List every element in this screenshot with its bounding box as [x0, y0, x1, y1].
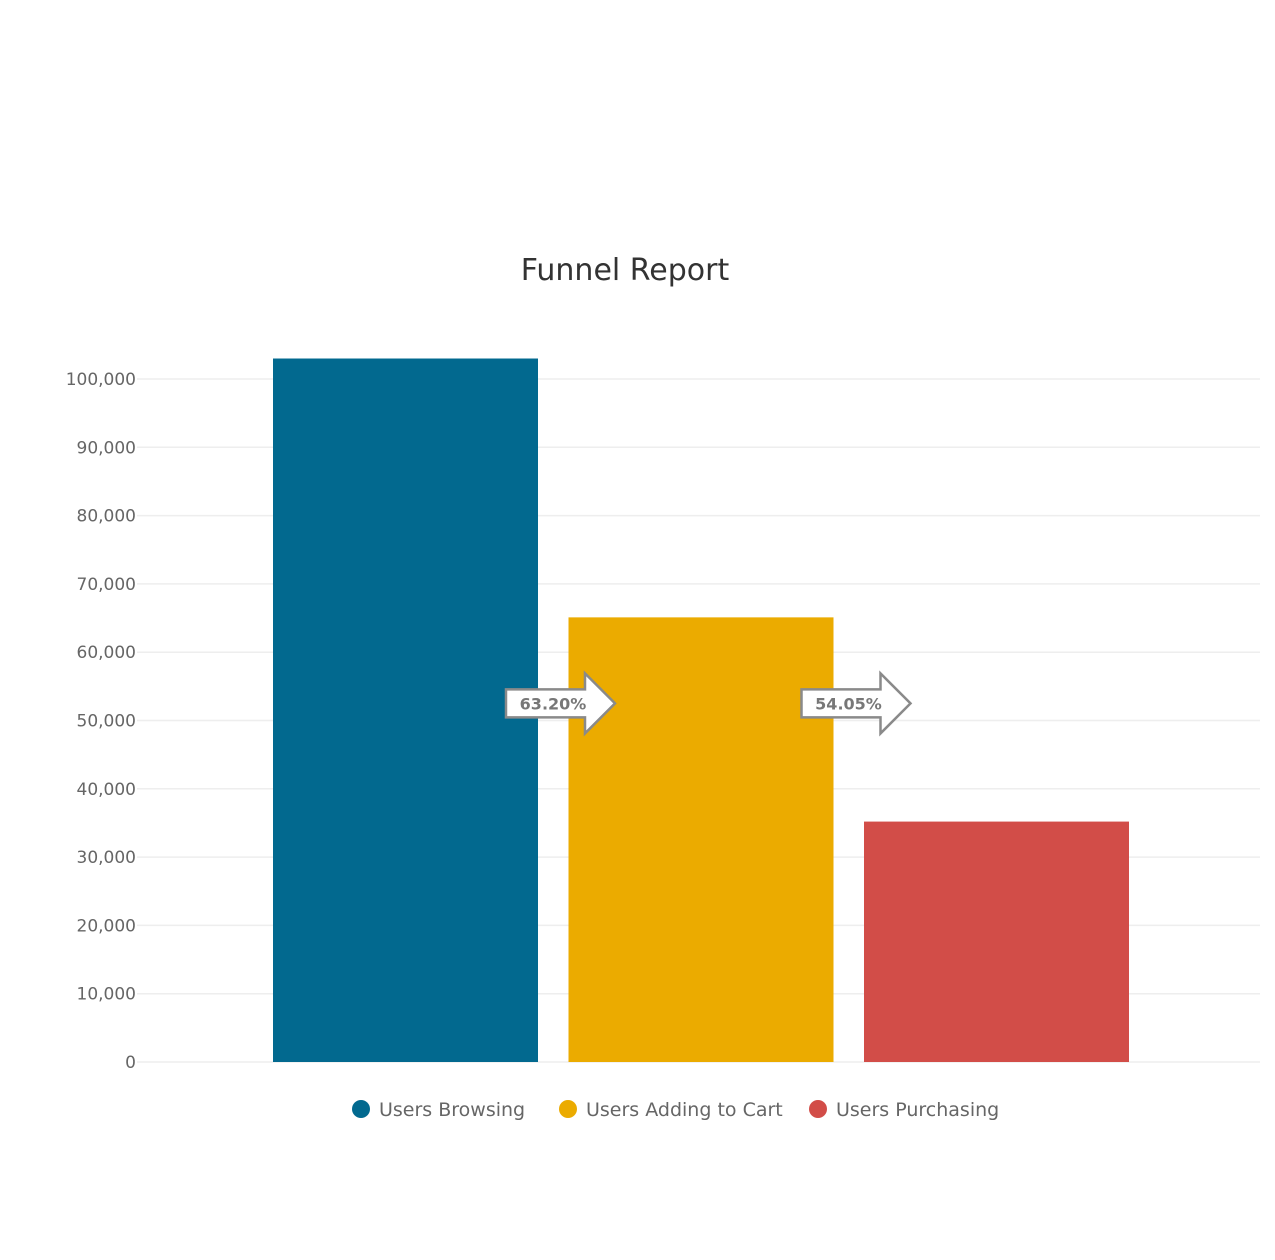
- bar: [864, 821, 1129, 1062]
- legend: Users Browsing Users Adding to Cart Users …: [352, 1099, 999, 1121]
- chart-title: Funnel Report: [521, 253, 730, 288]
- legend-label: Users Browsing: [379, 1099, 525, 1121]
- y-tick-label: 60,000: [77, 643, 136, 663]
- legend-marker: [352, 1100, 370, 1118]
- conversion-arrow: [800, 670, 913, 737]
- y-tick-label: 100,000: [66, 370, 136, 390]
- legend-label: Users Adding to Cart: [586, 1099, 783, 1121]
- conversion-arrow: [504, 670, 617, 737]
- legend-marker: [559, 1100, 577, 1118]
- y-tick-label: 20,000: [77, 916, 136, 936]
- conversion-rate-label: 63.20%: [520, 694, 587, 713]
- legend-marker: [809, 1100, 827, 1118]
- bars: [273, 358, 1129, 1062]
- y-tick-label: 10,000: [77, 985, 136, 1005]
- y-tick-label: 30,000: [77, 848, 136, 868]
- bar: [273, 358, 538, 1062]
- y-tick-label: 80,000: [77, 507, 136, 527]
- y-tick-label: 40,000: [77, 780, 136, 800]
- y-tick-label: 70,000: [77, 575, 136, 595]
- y-tick-label: 0: [125, 1053, 136, 1073]
- y-tick-label: 50,000: [77, 712, 136, 732]
- y-axis: 0 10,000 20,000 30,000 40,000 50,000 60,000 70,…: [66, 370, 136, 1073]
- y-tick-label: 90,000: [77, 438, 136, 458]
- conversion-rate-label: 54.05%: [815, 694, 882, 713]
- conversion-rates: 63.20% 54.05%: [504, 670, 913, 737]
- bar: [568, 617, 834, 1062]
- legend-label: Users Purchasing: [836, 1099, 999, 1121]
